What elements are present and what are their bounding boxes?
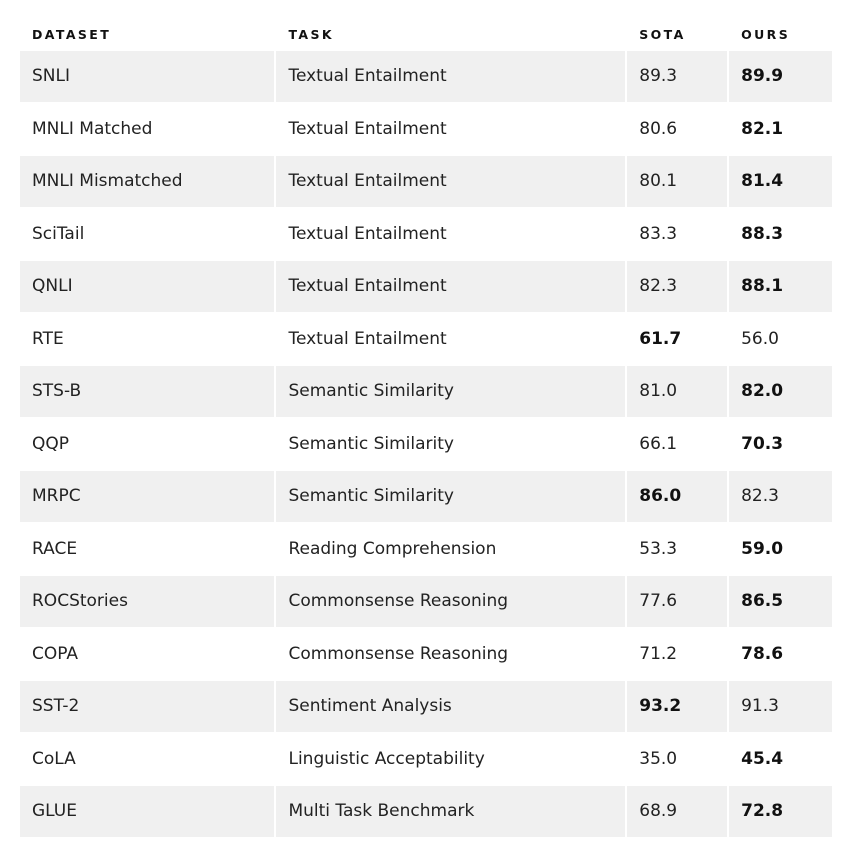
cell-dataset: COPA bbox=[20, 629, 275, 681]
table-row: COPA Commonsense Reasoning 71.2 78.6 bbox=[20, 629, 832, 681]
table-row: GLUE Multi Task Benchmark 68.9 72.8 bbox=[20, 786, 832, 839]
cell-dataset: GLUE bbox=[20, 786, 275, 839]
table-row: STS-B Semantic Similarity 81.0 82.0 bbox=[20, 366, 832, 419]
cell-dataset: RTE bbox=[20, 314, 275, 366]
table-row: MNLI Matched Textual Entailment 80.6 82.1 bbox=[20, 104, 832, 156]
table-row: SciTail Textual Entailment 83.3 88.3 bbox=[20, 209, 832, 261]
cell-dataset: RACE bbox=[20, 524, 275, 576]
cell-sota: 83.3 bbox=[627, 209, 728, 261]
results-table: DATASET TASK SOTA OURS SNLI Textual Entai… bbox=[18, 18, 834, 839]
cell-task: Textual Entailment bbox=[276, 156, 626, 209]
table-row: MNLI Mismatched Textual Entailment 80.1 81.… bbox=[20, 156, 832, 209]
cell-sota: 93.2 bbox=[627, 681, 728, 734]
cell-ours: 56.0 bbox=[729, 314, 832, 366]
cell-ours: 89.9 bbox=[729, 51, 832, 104]
cell-sota: 66.1 bbox=[627, 419, 728, 471]
cell-dataset: QNLI bbox=[20, 261, 275, 314]
cell-dataset: SNLI bbox=[20, 51, 275, 104]
cell-ours: 88.3 bbox=[729, 209, 832, 261]
cell-sota: 77.6 bbox=[627, 576, 728, 629]
table-row: SST-2 Sentiment Analysis 93.2 91.3 bbox=[20, 681, 832, 734]
header-sota: SOTA bbox=[639, 27, 686, 42]
table-row: CoLA Linguistic Acceptability 35.0 45.4 bbox=[20, 734, 832, 786]
cell-ours: 82.3 bbox=[729, 471, 832, 524]
cell-ours: 70.3 bbox=[729, 419, 832, 471]
header-dataset: DATASET bbox=[32, 27, 112, 42]
cell-dataset: MRPC bbox=[20, 471, 275, 524]
cell-sota: 71.2 bbox=[627, 629, 728, 681]
header-row: DATASET TASK SOTA OURS bbox=[20, 18, 832, 51]
table-header: DATASET TASK SOTA OURS bbox=[20, 18, 832, 51]
cell-task: Semantic Similarity bbox=[276, 419, 626, 471]
table-row: ROCStories Commonsense Reasoning 77.6 86.5 bbox=[20, 576, 832, 629]
cell-ours: 82.1 bbox=[729, 104, 832, 156]
cell-sota: 82.3 bbox=[627, 261, 728, 314]
table-row: RACE Reading Comprehension 53.3 59.0 bbox=[20, 524, 832, 576]
cell-dataset: STS-B bbox=[20, 366, 275, 419]
cell-dataset: MNLI Matched bbox=[20, 104, 275, 156]
cell-ours: 78.6 bbox=[729, 629, 832, 681]
cell-sota: 89.3 bbox=[627, 51, 728, 104]
table-row: RTE Textual Entailment 61.7 56.0 bbox=[20, 314, 832, 366]
cell-task: Textual Entailment bbox=[276, 51, 626, 104]
cell-ours: 45.4 bbox=[729, 734, 832, 786]
cell-sota: 68.9 bbox=[627, 786, 728, 839]
cell-ours: 91.3 bbox=[729, 681, 832, 734]
cell-sota: 53.3 bbox=[627, 524, 728, 576]
cell-ours: 81.4 bbox=[729, 156, 832, 209]
header-ours: OURS bbox=[741, 27, 791, 42]
table-row: MRPC Semantic Similarity 86.0 82.3 bbox=[20, 471, 832, 524]
cell-ours: 88.1 bbox=[729, 261, 832, 314]
table-row: QNLI Textual Entailment 82.3 88.1 bbox=[20, 261, 832, 314]
cell-task: Multi Task Benchmark bbox=[276, 786, 626, 839]
cell-ours: 82.0 bbox=[729, 366, 832, 419]
cell-sota: 81.0 bbox=[627, 366, 728, 419]
cell-ours: 86.5 bbox=[729, 576, 832, 629]
cell-sota: 80.6 bbox=[627, 104, 728, 156]
table-body: SNLI Textual Entailment 89.3 89.9 MNLI Match… bbox=[20, 51, 832, 839]
cell-task: Linguistic Acceptability bbox=[276, 734, 626, 786]
cell-dataset: MNLI Mismatched bbox=[20, 156, 275, 209]
cell-dataset: SciTail bbox=[20, 209, 275, 261]
cell-ours: 59.0 bbox=[729, 524, 832, 576]
cell-task: Reading Comprehension bbox=[276, 524, 626, 576]
cell-task: Textual Entailment bbox=[276, 314, 626, 366]
cell-task: Semantic Similarity bbox=[276, 471, 626, 524]
cell-task: Textual Entailment bbox=[276, 104, 626, 156]
cell-task: Commonsense Reasoning bbox=[276, 576, 626, 629]
cell-sota: 80.1 bbox=[627, 156, 728, 209]
cell-task: Textual Entailment bbox=[276, 209, 626, 261]
cell-sota: 86.0 bbox=[627, 471, 728, 524]
table-row: SNLI Textual Entailment 89.3 89.9 bbox=[20, 51, 832, 104]
cell-task: Commonsense Reasoning bbox=[276, 629, 626, 681]
table-row: QQP Semantic Similarity 66.1 70.3 bbox=[20, 419, 832, 471]
cell-dataset: ROCStories bbox=[20, 576, 275, 629]
cell-dataset: SST-2 bbox=[20, 681, 275, 734]
header-task: TASK bbox=[288, 27, 334, 42]
cell-dataset: QQP bbox=[20, 419, 275, 471]
cell-ours: 72.8 bbox=[729, 786, 832, 839]
cell-task: Sentiment Analysis bbox=[276, 681, 626, 734]
cell-task: Textual Entailment bbox=[276, 261, 626, 314]
cell-task: Semantic Similarity bbox=[276, 366, 626, 419]
cell-sota: 61.7 bbox=[627, 314, 728, 366]
cell-sota: 35.0 bbox=[627, 734, 728, 786]
cell-dataset: CoLA bbox=[20, 734, 275, 786]
